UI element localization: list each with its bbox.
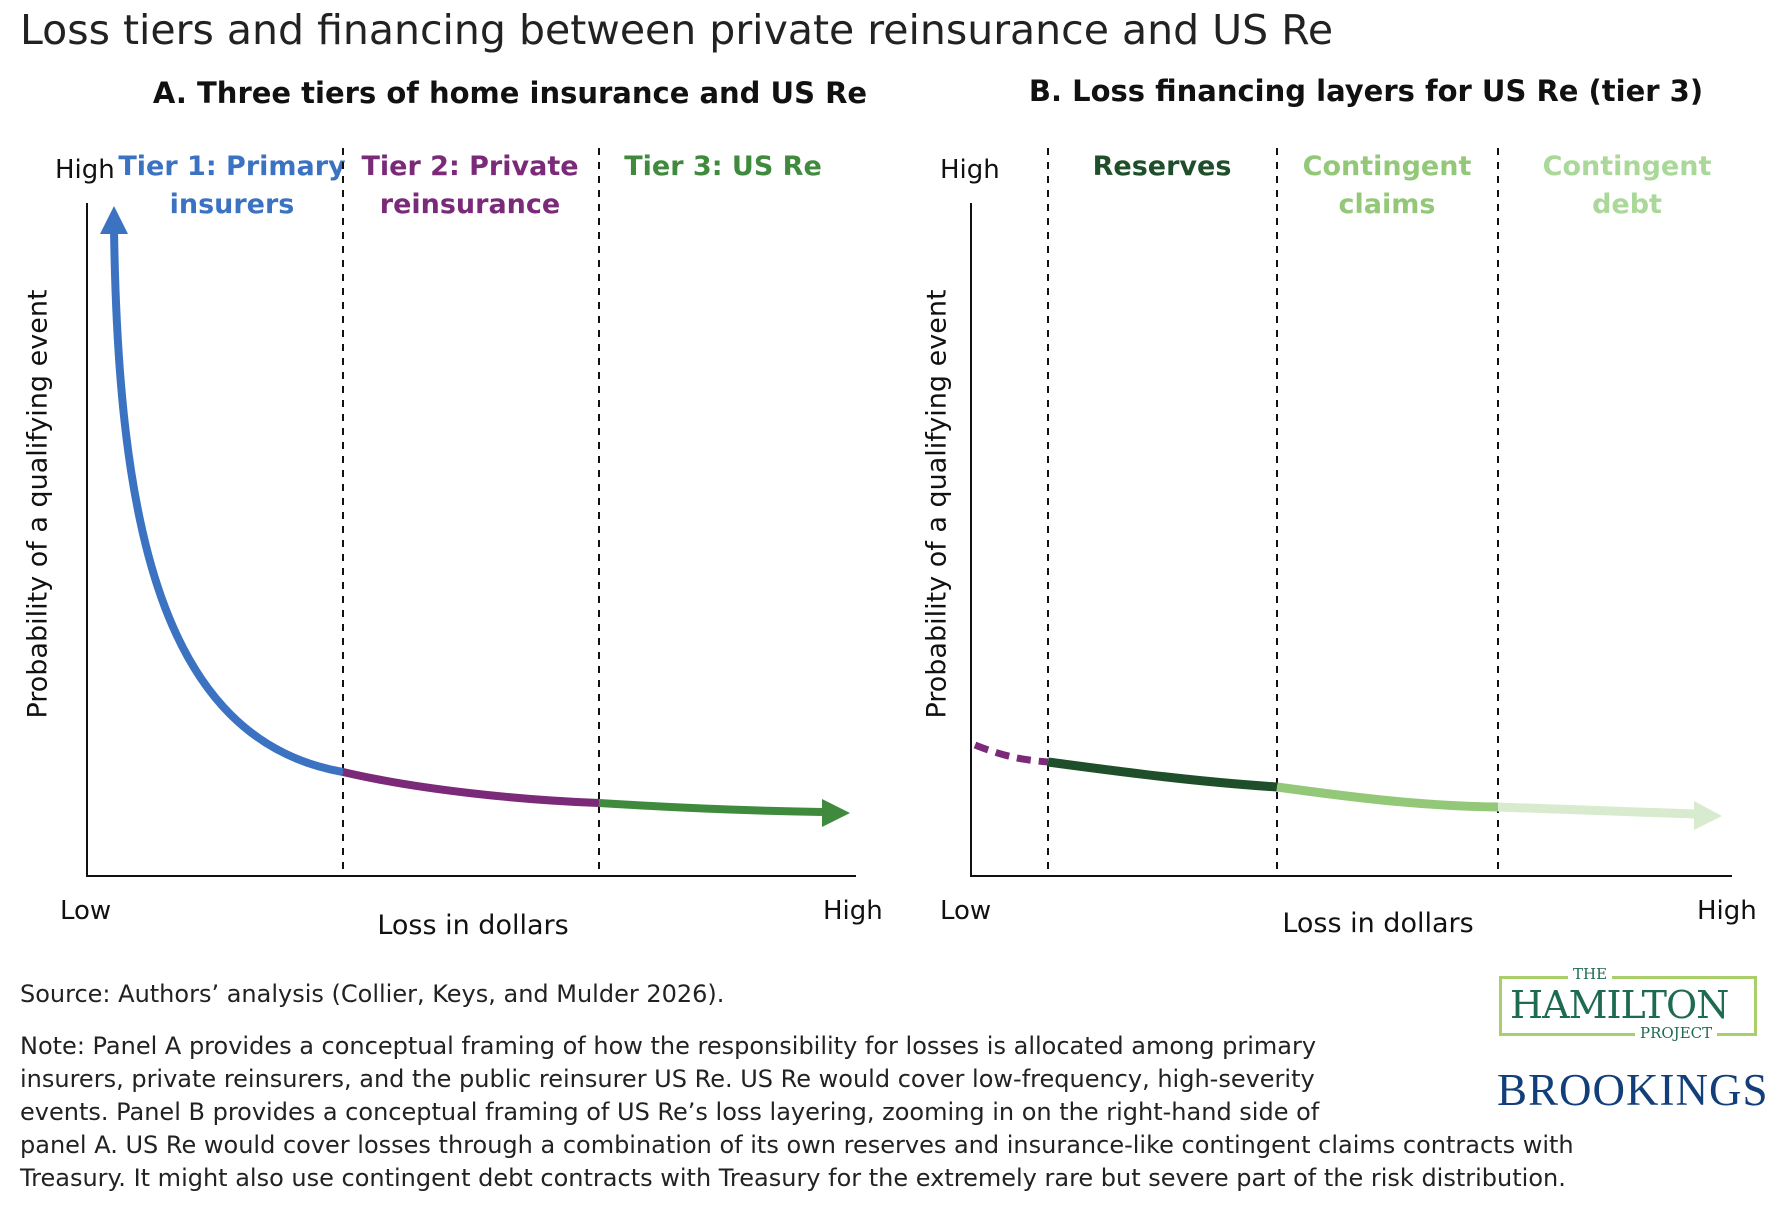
note-line: events. Panel B provides a conceptual fr…	[20, 1098, 1320, 1126]
note-line: insurers, private reinsurers, and the pu…	[20, 1065, 1315, 1093]
reserves-label: Reserves	[1093, 148, 1232, 186]
hamilton-project-logo: THE HAMILTON PROJECT	[1499, 965, 1757, 1042]
tier-3-curve	[598, 799, 823, 816]
note-line: Treasury. It might also use contingent d…	[20, 1164, 1566, 1192]
logo-hamilton: HAMILTON	[1510, 983, 1729, 1027]
panel-b-plot	[970, 148, 1732, 877]
lead-in-dashed-curve	[973, 741, 1049, 766]
tier-2-line1: Tier 2: Private	[361, 151, 579, 182]
contingent-debt-line2: debt	[1592, 189, 1662, 220]
panel-a-x-label: Loss in dollars	[377, 910, 569, 941]
panel-b-y-high: High	[940, 155, 1000, 185]
tier-2-label: Tier 2: Private reinsurance	[361, 148, 578, 224]
note-line: Note: Panel A provides a conceptual fram…	[20, 1032, 1317, 1060]
tier-1-curve	[110, 227, 344, 776]
logo-project: PROJECT	[1635, 1024, 1718, 1042]
contingent-claims-curve	[1276, 782, 1499, 812]
arrow-right-icon	[1694, 801, 1722, 830]
tier-2-curve	[342, 768, 600, 807]
tier-2-line2: reinsurance	[379, 189, 561, 220]
contingent-debt-line1: Contingent	[1542, 151, 1712, 182]
note-line: panel A. US Re would cover losses throug…	[20, 1131, 1574, 1159]
contingent-debt-curve	[1497, 802, 1696, 819]
contingent-claims-label: Contingent claims	[1303, 148, 1472, 224]
panel-a-y-high: High	[55, 155, 115, 185]
tier-3-line1: Tier 3: US Re	[624, 151, 822, 182]
panel-b-x-high: High	[1697, 896, 1757, 926]
contingent-claims-line2: claims	[1338, 189, 1436, 220]
contingent-debt-label: Contingent debt	[1543, 148, 1712, 224]
panel-b-x-low: Low	[940, 896, 992, 926]
note-text: Note: Panel A provides a conceptual fram…	[20, 1030, 1740, 1195]
tier-1-line2: insurers	[169, 189, 295, 220]
panel-a-plot	[86, 148, 856, 877]
panel-a-x-high: High	[823, 896, 883, 926]
contingent-claims-line1: Contingent	[1302, 151, 1472, 182]
panel-a-x-low: Low	[60, 896, 112, 926]
tier-1-label: Tier 1: Primary insurers	[118, 148, 345, 224]
source-text: Source: Authors’ analysis (Collier, Keys…	[20, 980, 725, 1008]
logo-the: THE	[1568, 965, 1613, 983]
reserves-curve	[1047, 757, 1278, 792]
arrow-right-icon	[822, 799, 850, 827]
tier-1-line1: Tier 1: Primary	[118, 151, 346, 182]
brookings-logo: BROOKINGS	[1497, 1065, 1769, 1115]
tier-3-label: Tier 3: US Re	[624, 148, 822, 186]
panel-a-title: A. Three tiers of home insurance and US …	[152, 76, 868, 110]
panel-b-title: B. Loss financing layers for US Re (tier…	[1028, 74, 1704, 108]
panel-b-x-label: Loss in dollars	[1282, 908, 1474, 939]
reserves-line1: Reserves	[1092, 151, 1232, 182]
arrow-up-icon	[100, 206, 128, 234]
figure-title: Loss tiers and financing between private…	[20, 6, 1334, 54]
